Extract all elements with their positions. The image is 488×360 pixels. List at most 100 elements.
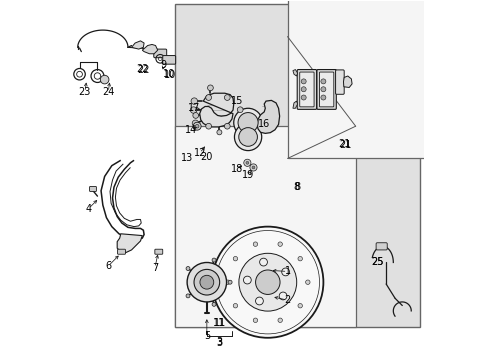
Circle shape xyxy=(279,292,286,300)
Circle shape xyxy=(259,258,267,266)
Circle shape xyxy=(194,269,219,295)
Circle shape xyxy=(297,303,302,308)
Circle shape xyxy=(212,258,216,262)
Text: 23: 23 xyxy=(79,87,91,97)
Circle shape xyxy=(238,113,258,133)
Text: 13: 13 xyxy=(181,153,193,163)
Text: 5: 5 xyxy=(203,331,209,341)
Circle shape xyxy=(191,98,197,104)
Circle shape xyxy=(217,130,222,135)
Text: 22: 22 xyxy=(137,64,149,75)
Circle shape xyxy=(234,123,261,150)
Text: 25: 25 xyxy=(371,257,384,267)
Text: 8: 8 xyxy=(293,182,299,192)
Circle shape xyxy=(233,303,237,308)
Circle shape xyxy=(249,164,257,171)
Circle shape xyxy=(187,262,226,302)
Text: 6: 6 xyxy=(105,261,111,271)
Circle shape xyxy=(200,275,213,289)
Text: 8: 8 xyxy=(294,182,300,192)
Text: 9: 9 xyxy=(161,60,166,70)
Text: 1: 1 xyxy=(284,266,290,276)
Circle shape xyxy=(205,123,211,129)
Text: 24: 24 xyxy=(102,87,114,97)
Text: 3: 3 xyxy=(216,338,222,348)
Circle shape xyxy=(185,266,190,270)
FancyBboxPatch shape xyxy=(297,69,316,109)
Circle shape xyxy=(320,87,325,92)
FancyBboxPatch shape xyxy=(153,49,166,58)
FancyBboxPatch shape xyxy=(335,70,344,94)
Text: 11: 11 xyxy=(213,319,225,328)
Circle shape xyxy=(233,108,262,137)
Text: 18: 18 xyxy=(231,164,243,174)
Circle shape xyxy=(255,297,263,305)
Circle shape xyxy=(301,87,305,92)
Circle shape xyxy=(207,85,213,91)
Circle shape xyxy=(297,256,302,261)
Circle shape xyxy=(305,280,309,284)
Text: 2: 2 xyxy=(284,295,290,305)
Polygon shape xyxy=(343,76,351,87)
Circle shape xyxy=(205,95,211,100)
Polygon shape xyxy=(117,234,142,252)
Text: 10: 10 xyxy=(163,69,175,79)
Text: 17: 17 xyxy=(188,103,200,113)
Polygon shape xyxy=(292,101,297,108)
Polygon shape xyxy=(292,69,297,76)
Text: 22: 22 xyxy=(136,64,148,74)
Polygon shape xyxy=(257,100,279,134)
Circle shape xyxy=(190,107,196,113)
Circle shape xyxy=(192,113,198,118)
Circle shape xyxy=(212,302,216,306)
Circle shape xyxy=(238,128,257,146)
Circle shape xyxy=(224,95,230,100)
FancyBboxPatch shape xyxy=(155,249,163,254)
Circle shape xyxy=(253,318,257,323)
Circle shape xyxy=(243,276,251,284)
Circle shape xyxy=(301,95,305,100)
Circle shape xyxy=(212,226,323,338)
Text: 19: 19 xyxy=(242,170,254,180)
Circle shape xyxy=(245,161,248,164)
Circle shape xyxy=(320,95,325,100)
FancyBboxPatch shape xyxy=(299,72,313,107)
FancyBboxPatch shape xyxy=(375,243,386,250)
Text: 4: 4 xyxy=(85,204,91,214)
Text: 7: 7 xyxy=(151,263,158,273)
Circle shape xyxy=(233,256,237,261)
Circle shape xyxy=(225,280,229,284)
FancyBboxPatch shape xyxy=(163,55,175,64)
Text: 3: 3 xyxy=(216,337,222,347)
Circle shape xyxy=(195,125,199,128)
Text: 25: 25 xyxy=(370,257,383,267)
Circle shape xyxy=(239,253,296,311)
FancyBboxPatch shape xyxy=(316,69,336,109)
Bar xyxy=(174,4,419,327)
Circle shape xyxy=(185,294,190,298)
Text: 12: 12 xyxy=(193,148,205,158)
Polygon shape xyxy=(131,41,144,49)
Bar xyxy=(174,126,355,327)
Circle shape xyxy=(237,107,243,113)
Text: 20: 20 xyxy=(200,152,213,162)
Circle shape xyxy=(301,79,305,84)
Circle shape xyxy=(277,242,282,246)
Text: 10: 10 xyxy=(163,69,176,80)
FancyBboxPatch shape xyxy=(319,72,333,107)
Text: 14: 14 xyxy=(184,125,197,135)
Circle shape xyxy=(224,123,230,129)
Circle shape xyxy=(192,120,198,126)
Circle shape xyxy=(255,270,280,294)
Circle shape xyxy=(228,280,232,284)
Text: 21: 21 xyxy=(338,139,350,149)
Polygon shape xyxy=(199,93,233,127)
Circle shape xyxy=(277,318,282,323)
Circle shape xyxy=(100,75,109,84)
Text: 15: 15 xyxy=(231,96,243,106)
FancyBboxPatch shape xyxy=(89,186,96,192)
FancyBboxPatch shape xyxy=(117,249,125,254)
Circle shape xyxy=(193,122,201,130)
Circle shape xyxy=(251,166,254,169)
Circle shape xyxy=(281,268,289,276)
